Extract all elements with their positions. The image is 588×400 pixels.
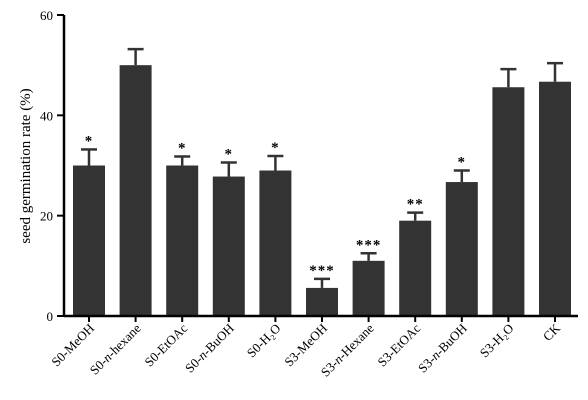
- bar: [166, 165, 199, 316]
- x-tick-label: S0-H₂O: [244, 321, 284, 361]
- significance-label: *: [225, 146, 234, 162]
- x-tick-label: S0-n-BuOH: [182, 321, 237, 376]
- y-tick-label: 0: [47, 309, 54, 324]
- x-tick-label: CK: [540, 320, 564, 344]
- bar: [119, 65, 152, 317]
- bar: [352, 260, 385, 316]
- bar: [492, 87, 525, 317]
- x-tick-label: S3-n-BuOH: [415, 321, 470, 376]
- x-tick-label-part: EtOAc: [154, 320, 190, 356]
- x-tick-label-part: MeOH: [294, 321, 330, 357]
- x-tick-label-part: -BuOH: [199, 321, 237, 359]
- x-tick-label-part: MeOH: [61, 321, 97, 357]
- significance-label: *: [178, 140, 187, 156]
- x-tick-label: S3-H₂O: [477, 321, 517, 361]
- x-tick-label-part: -BuOH: [432, 321, 470, 359]
- significance-markers: * * * **********: [85, 133, 467, 279]
- bar: [73, 165, 105, 316]
- y-tick-label: 20: [40, 209, 53, 224]
- y-axis-title: seed germination rate (%): [18, 88, 34, 243]
- y-tick-label: 40: [40, 108, 53, 123]
- x-tick-label: S0-n-hexane: [87, 320, 144, 377]
- x-tick-label: S3-MeOH: [281, 321, 330, 370]
- significance-label: *: [85, 133, 94, 149]
- bars: [73, 65, 571, 317]
- bar: [306, 287, 338, 316]
- bar: [259, 170, 292, 316]
- x-tick-label: S0-MeOH: [48, 321, 97, 370]
- x-tick-label: S3-EtOAc: [374, 320, 423, 369]
- significance-label: ***: [356, 237, 382, 253]
- y-tick-label: 60: [40, 8, 53, 23]
- significance-label: *: [458, 155, 467, 171]
- y-axis: 0 20 40 60: [40, 8, 66, 324]
- significance-label: ***: [309, 263, 335, 279]
- significance-label: **: [407, 197, 424, 213]
- x-tick-label-part: -Hexane: [335, 320, 377, 362]
- x-tick-label-part: -hexane: [104, 320, 144, 360]
- x-tick-label-part: EtOAc: [387, 320, 423, 356]
- bar: [212, 176, 245, 316]
- significance-label: *: [271, 140, 280, 156]
- bar: [539, 81, 571, 316]
- x-tick-label: S0-EtOAc: [141, 320, 190, 369]
- error-bars: [81, 47, 563, 288]
- x-tick-label-part: CK: [540, 320, 564, 344]
- bar: [445, 182, 478, 316]
- bar: [399, 220, 432, 316]
